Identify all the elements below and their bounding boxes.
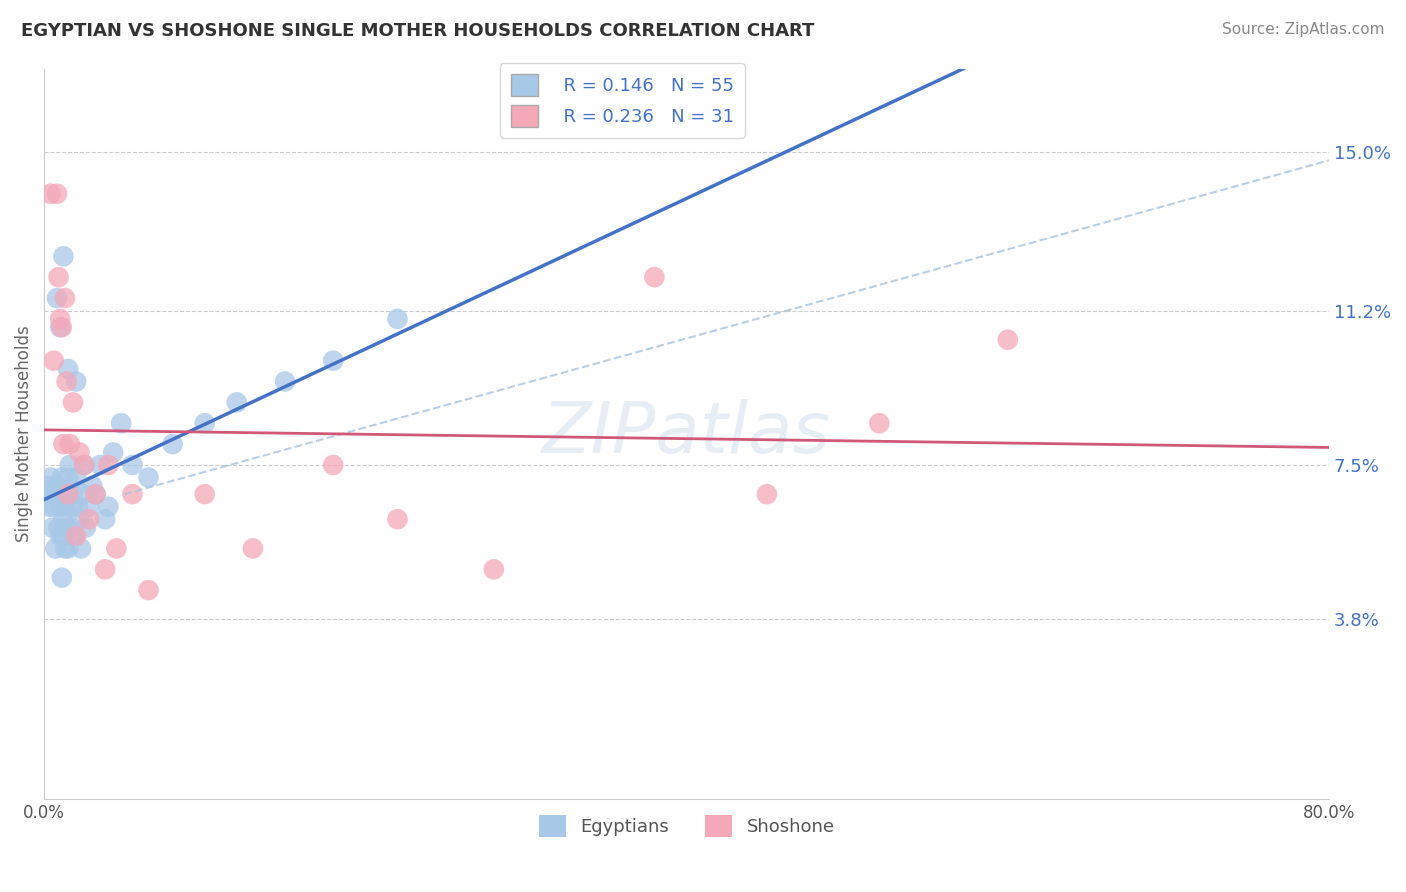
Point [52, 249, 75, 263]
Point [65, 529, 87, 543]
Point [105, 541, 128, 556]
Point [94, 562, 117, 576]
Point [52, 437, 75, 451]
Point [53, 291, 76, 305]
Point [97, 458, 120, 472]
Point [65, 470, 87, 484]
Point [49, 500, 72, 514]
Point [58, 541, 80, 556]
Point [39, 470, 62, 484]
Point [58, 362, 80, 376]
Point [77, 512, 100, 526]
Point [46, 479, 69, 493]
Point [194, 416, 217, 430]
Point [482, 562, 505, 576]
Point [53, 541, 76, 556]
Point [387, 512, 409, 526]
Point [138, 470, 160, 484]
Point [41, 520, 63, 534]
Point [58, 470, 80, 484]
Point [89, 458, 111, 472]
Point [82, 479, 104, 493]
Point [60, 500, 83, 514]
Point [77, 500, 100, 514]
Point [51, 320, 73, 334]
Point [41, 487, 63, 501]
Point [101, 445, 124, 459]
Text: ZIPatlas: ZIPatlas [543, 400, 831, 468]
Point [55, 487, 77, 501]
Point [52, 512, 75, 526]
Point [162, 437, 184, 451]
Point [59, 458, 82, 472]
Point [94, 512, 117, 526]
Point [322, 458, 344, 472]
Point [84, 487, 107, 501]
Point [55, 520, 77, 534]
Point [75, 520, 97, 534]
Point [52, 529, 75, 543]
Point [194, 487, 217, 501]
Point [225, 395, 247, 409]
Point [121, 487, 143, 501]
Point [121, 458, 143, 472]
Point [84, 487, 107, 501]
Text: EGYPTIAN VS SHOSHONE SINGLE MOTHER HOUSEHOLDS CORRELATION CHART: EGYPTIAN VS SHOSHONE SINGLE MOTHER HOUSE… [21, 22, 814, 40]
Point [62, 395, 84, 409]
Point [48, 520, 70, 534]
Point [46, 186, 69, 201]
Point [49, 529, 72, 543]
Point [274, 375, 297, 389]
Point [66, 500, 89, 514]
Point [38, 500, 60, 514]
Point [42, 353, 65, 368]
Point [59, 520, 82, 534]
Y-axis label: Single Mother Households: Single Mother Households [15, 326, 32, 542]
Point [51, 571, 73, 585]
Point [110, 416, 132, 430]
Point [65, 375, 87, 389]
Point [97, 500, 120, 514]
Point [58, 487, 80, 501]
Point [73, 458, 96, 472]
Point [51, 470, 73, 484]
Point [73, 458, 96, 472]
Point [72, 487, 94, 501]
Point [70, 541, 93, 556]
Point [69, 512, 91, 526]
Point [49, 320, 72, 334]
Text: Source: ZipAtlas.com: Source: ZipAtlas.com [1222, 22, 1385, 37]
Point [643, 270, 665, 285]
Point [48, 270, 70, 285]
Legend: Egyptians, Shoshone: Egyptians, Shoshone [531, 808, 842, 845]
Point [242, 541, 264, 556]
Point [997, 333, 1019, 347]
Point [42, 500, 65, 514]
Point [62, 487, 84, 501]
Point [138, 583, 160, 598]
Point [69, 445, 91, 459]
Point [387, 312, 409, 326]
Point [322, 353, 344, 368]
Point [39, 186, 62, 201]
Point [44, 541, 66, 556]
Point [59, 437, 82, 451]
Point [55, 375, 77, 389]
Point [63, 529, 86, 543]
Point [37, 479, 59, 493]
Point [44, 487, 66, 501]
Point [49, 312, 72, 326]
Point [53, 500, 76, 514]
Point [46, 291, 69, 305]
Point [755, 487, 778, 501]
Point [868, 416, 890, 430]
